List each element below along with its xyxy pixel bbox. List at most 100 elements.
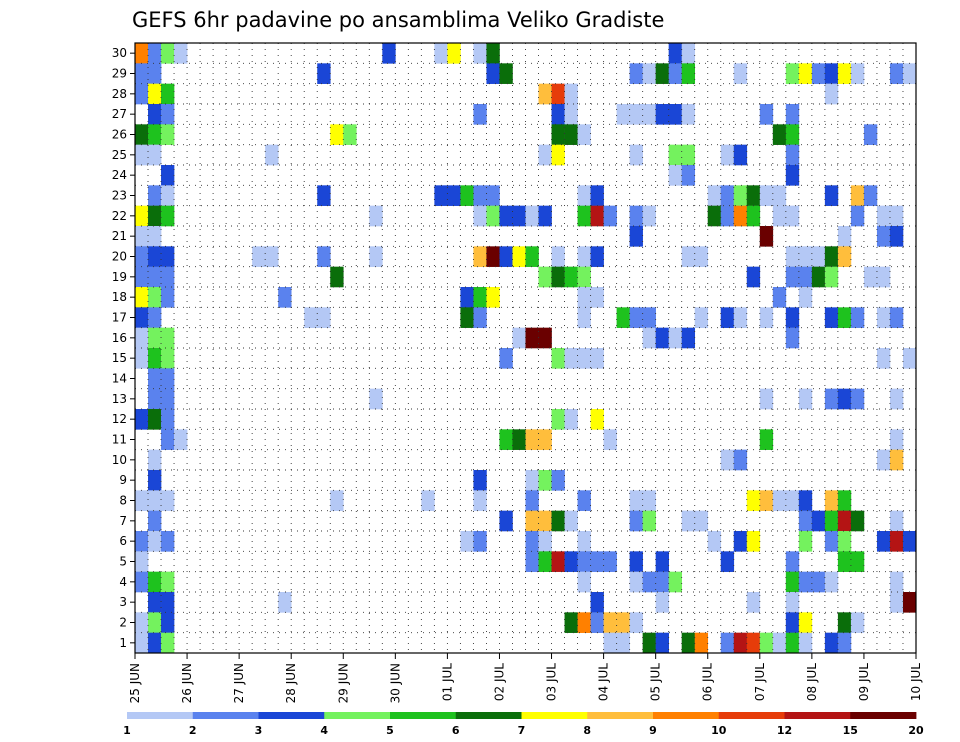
cell [148, 327, 162, 349]
cell [551, 266, 565, 288]
cell [902, 531, 917, 552]
chart-title: GEFS 6hr padavine po ansamblima Veliko G… [132, 8, 664, 32]
cell [850, 205, 865, 227]
cell [785, 165, 800, 186]
cell [798, 246, 813, 267]
cell [278, 287, 292, 308]
cell [655, 104, 669, 125]
cell [668, 63, 682, 84]
cell [876, 348, 891, 369]
cell [577, 205, 591, 227]
cell [148, 348, 162, 369]
cell [551, 470, 565, 491]
cell [564, 104, 578, 125]
cell [499, 246, 513, 267]
cell [642, 205, 656, 227]
colorbar-segment [455, 712, 522, 719]
x-tick-label: 10 JUL [909, 663, 923, 701]
cell [486, 63, 500, 84]
cell [759, 307, 774, 328]
cell [889, 429, 904, 450]
cell [148, 490, 162, 511]
cell [460, 185, 474, 206]
x-tick-label: 30 JUN [388, 663, 402, 703]
cell [161, 287, 175, 308]
cell [772, 287, 787, 308]
cell [577, 266, 591, 288]
cell [564, 510, 578, 532]
cell [499, 205, 513, 227]
y-tick-label: 20 [112, 250, 127, 264]
cell [343, 124, 357, 145]
cell [577, 612, 591, 633]
cell [473, 104, 487, 125]
cell [551, 409, 565, 430]
cell [421, 490, 435, 511]
x-tick-label: 05 JUL [649, 663, 663, 701]
colorbar-label: 12 [777, 724, 792, 737]
cell [525, 327, 539, 349]
cell [824, 246, 839, 267]
cell [135, 612, 149, 633]
cell [759, 388, 774, 410]
cell [746, 632, 761, 654]
cell [148, 409, 162, 430]
cell [148, 571, 162, 593]
cell [850, 388, 865, 410]
cell [564, 551, 578, 572]
cell [590, 348, 604, 369]
cell [434, 43, 448, 64]
cell [668, 144, 682, 166]
cell [785, 592, 800, 613]
cell [655, 592, 669, 613]
cell [486, 205, 500, 227]
y-tick-label: 2 [119, 616, 127, 630]
x-tick-label: 09 JUL [857, 663, 871, 701]
cell [642, 632, 656, 654]
cell [551, 124, 565, 145]
cell [642, 327, 656, 349]
cell [538, 144, 552, 166]
cell [369, 205, 383, 227]
cell [486, 246, 500, 267]
cell [629, 307, 643, 328]
cell [161, 43, 175, 64]
cell [798, 632, 813, 654]
cell [785, 632, 800, 654]
cell [824, 388, 839, 410]
cell [538, 510, 552, 532]
cell [798, 571, 813, 593]
y-tick-label: 28 [112, 87, 127, 101]
cell [135, 144, 149, 166]
y-tick-label: 22 [112, 209, 127, 223]
x-tick-label: 27 JUN [232, 663, 246, 703]
cell [161, 612, 175, 633]
cell [564, 612, 578, 633]
cell [837, 226, 852, 247]
cell [161, 632, 175, 654]
cell [161, 388, 175, 410]
cell [148, 124, 162, 145]
cell [148, 592, 162, 613]
colorbar-label: 3 [255, 724, 263, 737]
cell [304, 307, 318, 328]
cell [668, 43, 682, 64]
cell [551, 348, 565, 369]
cell [759, 104, 774, 125]
cell [577, 551, 591, 572]
cell [161, 104, 175, 125]
cell [486, 43, 500, 64]
cell [382, 43, 396, 64]
cell [525, 429, 539, 450]
cell [824, 510, 839, 532]
cell [694, 246, 709, 267]
cell [902, 592, 917, 613]
colorbar-segment [718, 712, 785, 719]
cell [252, 246, 266, 267]
cell [694, 510, 709, 532]
cell [473, 43, 487, 64]
cell [798, 490, 813, 511]
cell [135, 307, 149, 328]
cell [148, 246, 162, 267]
colorbar-segment [390, 712, 457, 719]
